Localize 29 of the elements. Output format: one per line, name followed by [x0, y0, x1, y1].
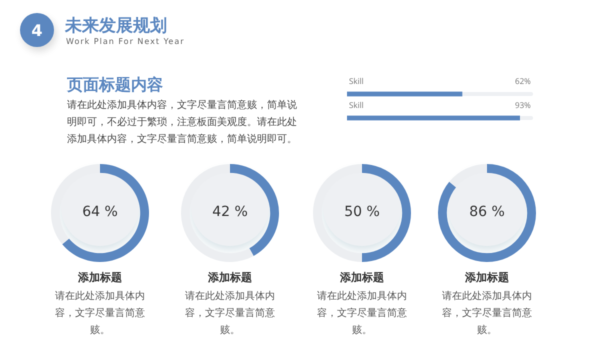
text: 添加标题	[339, 270, 385, 285]
text: 请在此处添加具体内容，文字尽量言简意赅。	[316, 290, 408, 338]
text: 添加标题	[77, 270, 123, 285]
donut-slice	[62, 164, 149, 262]
donut-slice	[181, 164, 254, 262]
text: 添加标题	[464, 270, 510, 285]
donut-slice	[362, 164, 411, 262]
text: 50 %	[343, 204, 381, 220]
text: 86 %	[468, 204, 506, 220]
data-label: 93%	[515, 100, 532, 111]
donut-slice	[438, 164, 536, 262]
text: 请在此处添加具体内容，文字尽量言简意赅，简单说明即可，不必过于繁琐，注意板面美观度。请在此处添加具体内容，文字尽量言简意赅，简单说明即可。	[67, 98, 298, 147]
text: 64 %	[81, 204, 119, 220]
text: 4	[20, 13, 54, 47]
text: 42 %	[211, 204, 249, 220]
y-tick-label: Skill	[349, 76, 364, 87]
text: 请在此处添加具体内容，文字尽量言简意赅。	[54, 290, 146, 338]
donut-slice	[51, 164, 100, 244]
donut-slice	[230, 164, 279, 256]
text: Work Plan For Next Year	[66, 37, 185, 46]
y-tick-label: Skill	[349, 100, 364, 111]
text: 请在此处添加具体内容，文字尽量言简意赅。	[441, 290, 533, 338]
donut-slice	[449, 164, 487, 188]
text: 请在此处添加具体内容，文字尽量言简意赅。	[184, 290, 276, 338]
donut-slice	[313, 164, 362, 262]
text: 未来发展规划	[65, 15, 167, 37]
data-label: 62%	[515, 76, 532, 87]
text: 添加标题	[207, 270, 253, 285]
text: 页面标题内容	[67, 75, 163, 96]
